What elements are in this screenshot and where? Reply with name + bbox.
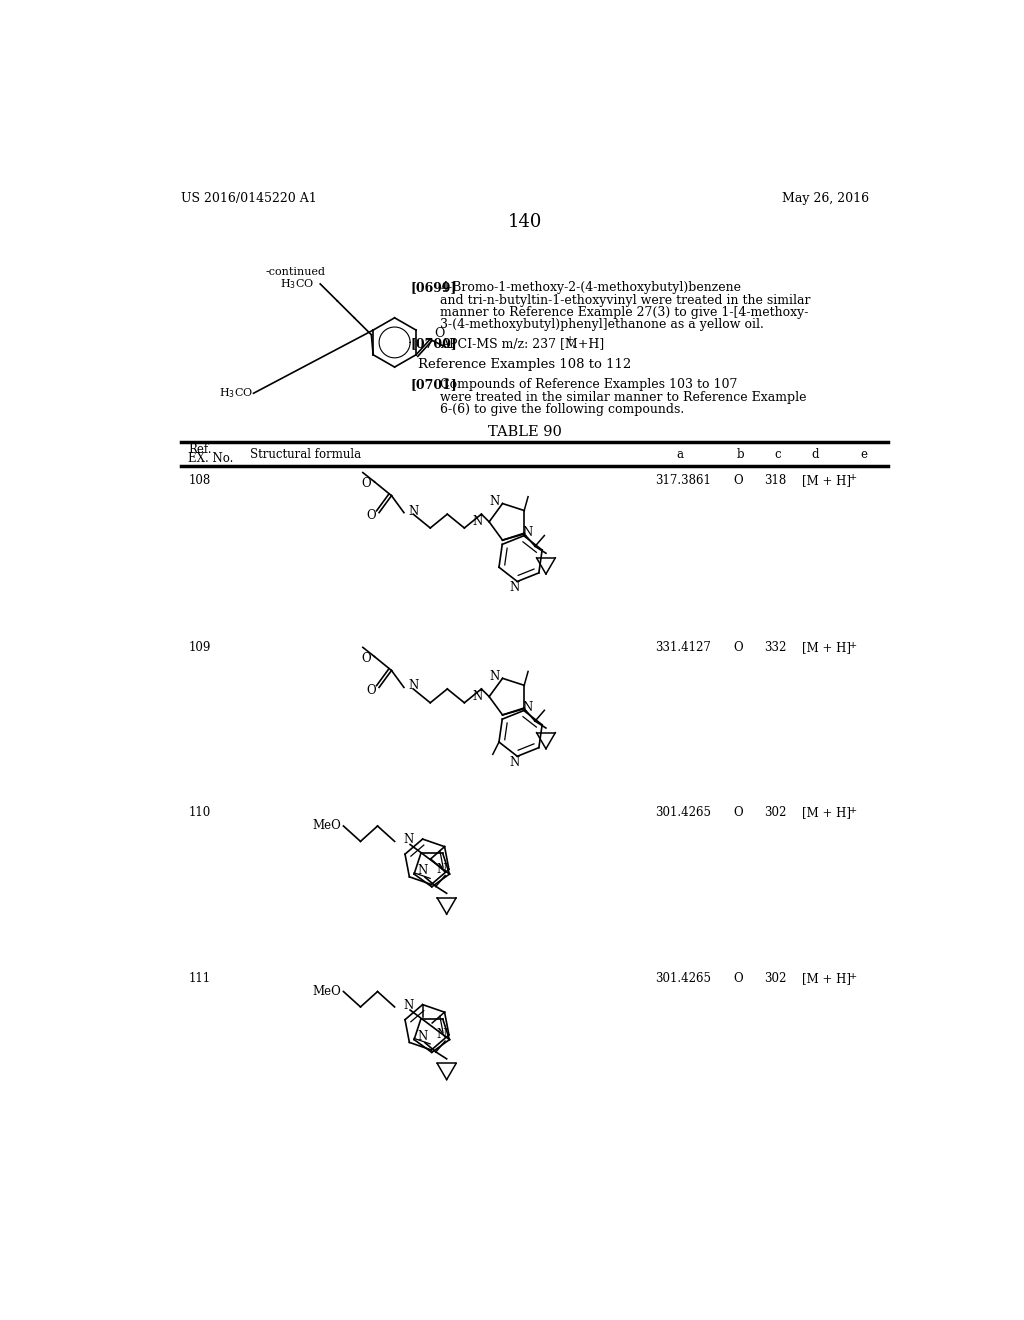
Text: EX. No.: EX. No. xyxy=(188,453,233,465)
Text: [M + H]: [M + H] xyxy=(802,807,851,820)
Text: manner to Reference Example 27(3) to give 1-[4-methoxy-: manner to Reference Example 27(3) to giv… xyxy=(440,306,809,319)
Text: N: N xyxy=(489,671,500,684)
Text: +: + xyxy=(566,335,574,343)
Text: +: + xyxy=(849,474,857,482)
Text: MeO: MeO xyxy=(312,985,341,998)
Text: O: O xyxy=(367,510,376,523)
Text: .: . xyxy=(572,337,575,350)
Text: b: b xyxy=(736,447,744,461)
Text: Ref.: Ref. xyxy=(188,444,212,455)
Text: d: d xyxy=(811,447,818,461)
Text: O: O xyxy=(733,972,742,985)
Text: were treated in the similar manner to Reference Example: were treated in the similar manner to Re… xyxy=(440,391,807,404)
Text: N: N xyxy=(403,999,414,1012)
Text: O: O xyxy=(733,474,742,487)
Text: O: O xyxy=(367,684,376,697)
Text: 109: 109 xyxy=(188,640,211,653)
Text: N: N xyxy=(436,863,446,876)
Text: c: c xyxy=(774,447,780,461)
Text: O: O xyxy=(733,807,742,820)
Text: N: N xyxy=(473,690,483,704)
Text: 301.4265: 301.4265 xyxy=(655,807,711,820)
Text: 108: 108 xyxy=(188,474,211,487)
Text: N: N xyxy=(417,865,427,878)
Text: 318: 318 xyxy=(764,474,786,487)
Text: O: O xyxy=(360,477,371,490)
Text: 3-(4-methoxybutyl)phenyl]ethanone as a yellow oil.: 3-(4-methoxybutyl)phenyl]ethanone as a y… xyxy=(440,318,764,331)
Text: a: a xyxy=(676,447,683,461)
Text: [M + H]: [M + H] xyxy=(802,972,851,985)
Text: [0699]: [0699] xyxy=(411,281,458,294)
Text: US 2016/0145220 A1: US 2016/0145220 A1 xyxy=(180,191,316,205)
Text: MeO: MeO xyxy=(312,820,341,833)
Text: N: N xyxy=(509,756,519,770)
Text: N: N xyxy=(489,495,500,508)
Text: 111: 111 xyxy=(188,972,211,985)
Text: O: O xyxy=(434,326,444,339)
Text: Reference Examples 108 to 112: Reference Examples 108 to 112 xyxy=(418,358,632,371)
Text: O: O xyxy=(360,652,371,665)
Text: N: N xyxy=(403,833,414,846)
Text: +: + xyxy=(849,972,857,981)
Text: Compounds of Reference Examples 103 to 107: Compounds of Reference Examples 103 to 1… xyxy=(440,379,737,391)
Text: 301.4265: 301.4265 xyxy=(655,972,711,985)
Text: N: N xyxy=(409,680,419,693)
Text: N: N xyxy=(522,525,532,539)
Text: 4-Bromo-1-methoxy-2-(4-methoxybutyl)benzene: 4-Bromo-1-methoxy-2-(4-methoxybutyl)benz… xyxy=(440,281,741,294)
Text: May 26, 2016: May 26, 2016 xyxy=(781,191,869,205)
Text: +: + xyxy=(849,640,857,649)
Text: N: N xyxy=(509,581,519,594)
Text: H$_3$CO: H$_3$CO xyxy=(219,387,254,400)
Text: O: O xyxy=(733,640,742,653)
Text: and tri-n-butyltin-1-ethoxyvinyl were treated in the similar: and tri-n-butyltin-1-ethoxyvinyl were tr… xyxy=(440,293,811,306)
Text: TABLE 90: TABLE 90 xyxy=(487,425,562,438)
Text: N: N xyxy=(417,1030,427,1043)
Text: [0701]: [0701] xyxy=(411,379,458,391)
Text: e: e xyxy=(861,447,867,461)
Text: 140: 140 xyxy=(508,213,542,231)
Text: 302: 302 xyxy=(764,972,786,985)
Text: N: N xyxy=(409,504,419,517)
Text: N: N xyxy=(522,701,532,714)
Text: 302: 302 xyxy=(764,807,786,820)
Text: APCI-MS m/z: 237 [M+H]: APCI-MS m/z: 237 [M+H] xyxy=(440,337,604,350)
Text: -continued: -continued xyxy=(266,268,326,277)
Text: 6-(6) to give the following compounds.: 6-(6) to give the following compounds. xyxy=(440,403,685,416)
Text: 110: 110 xyxy=(188,807,211,820)
Text: N: N xyxy=(473,515,483,528)
Text: 332: 332 xyxy=(764,640,786,653)
Text: [M + H]: [M + H] xyxy=(802,474,851,487)
Text: +: + xyxy=(849,807,857,814)
Text: N: N xyxy=(436,1028,446,1041)
Text: [M + H]: [M + H] xyxy=(802,640,851,653)
Text: Structural formula: Structural formula xyxy=(251,447,361,461)
Text: [0700]: [0700] xyxy=(411,337,458,350)
Text: 317.3861: 317.3861 xyxy=(655,474,711,487)
Text: 331.4127: 331.4127 xyxy=(655,640,711,653)
Text: H$_3$CO: H$_3$CO xyxy=(280,277,314,290)
